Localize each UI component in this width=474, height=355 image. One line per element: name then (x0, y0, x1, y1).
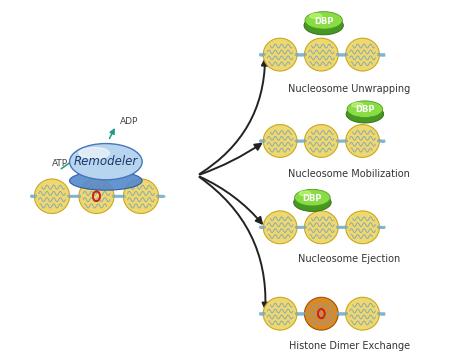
Ellipse shape (346, 38, 379, 71)
Text: Nucleosome Ejection: Nucleosome Ejection (298, 254, 401, 264)
Ellipse shape (35, 179, 70, 213)
Text: ATP: ATP (52, 159, 68, 168)
Text: ADP: ADP (120, 118, 138, 126)
Ellipse shape (263, 211, 297, 244)
Text: DBP: DBP (314, 17, 333, 26)
Ellipse shape (304, 211, 338, 244)
Ellipse shape (304, 38, 338, 71)
Text: Histone Dimer Exchange: Histone Dimer Exchange (289, 341, 410, 351)
Ellipse shape (123, 179, 158, 213)
Text: Nucleosome Unwrapping: Nucleosome Unwrapping (288, 84, 410, 94)
Ellipse shape (299, 191, 310, 196)
Text: DBP: DBP (303, 194, 322, 203)
Ellipse shape (79, 148, 109, 159)
Ellipse shape (263, 297, 297, 330)
Ellipse shape (70, 171, 142, 190)
Ellipse shape (346, 125, 379, 157)
Ellipse shape (305, 12, 342, 29)
Ellipse shape (79, 179, 114, 213)
Ellipse shape (295, 189, 330, 206)
Ellipse shape (347, 101, 383, 118)
Ellipse shape (310, 13, 322, 18)
Ellipse shape (304, 125, 338, 157)
Ellipse shape (346, 105, 383, 123)
Ellipse shape (352, 103, 363, 108)
Text: DBP: DBP (355, 105, 374, 114)
Ellipse shape (304, 16, 343, 35)
Text: Nucleosome Mobilization: Nucleosome Mobilization (289, 169, 410, 179)
Ellipse shape (346, 297, 379, 330)
Ellipse shape (294, 193, 331, 212)
Ellipse shape (346, 211, 379, 244)
Ellipse shape (70, 143, 142, 180)
Ellipse shape (263, 38, 297, 71)
Ellipse shape (304, 297, 338, 330)
Ellipse shape (263, 125, 297, 157)
Text: Remodeler: Remodeler (74, 155, 138, 168)
